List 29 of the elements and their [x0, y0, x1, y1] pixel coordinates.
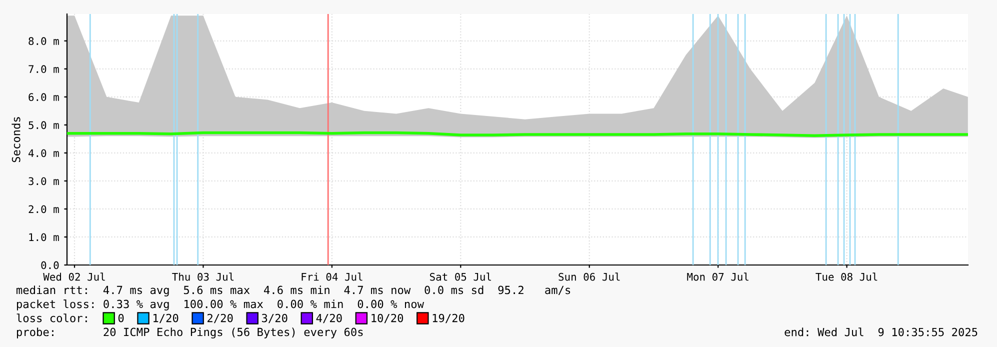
legend-label: 1/20 [154, 314, 178, 324]
x-tick-label: Thu 03 Jul [172, 272, 234, 281]
legend-label: 10/20 [372, 314, 404, 324]
y-tick-label: 3.0 m [28, 177, 59, 186]
legend-label: 19/20 [432, 314, 464, 324]
x-tick-label: Sun 06 Jul [558, 272, 620, 281]
x-tick-label: Fri 04 Jul [302, 272, 362, 281]
text: probe: 20 ICMP Echo Pings (56 Bytes) every 60s [16, 328, 363, 338]
text: packet loss: 0.33 % avg 100.00 % max 0.00 % min 0.00 % now [16, 300, 424, 310]
y-tick-label: 7.0 m [28, 65, 59, 74]
x-tick-label: Mon 07 Jul [687, 272, 748, 281]
y-tick-label: 6.0 m [28, 93, 59, 102]
x-tick-label: Sat 05 Jul [430, 272, 491, 281]
legend-label: 3/20 [262, 314, 288, 324]
x-tick-label: Tue 08 Jul [816, 272, 878, 281]
x-tick-label: Wed 02 Jul [43, 272, 105, 281]
y-tick-label: 5.0 m [28, 121, 59, 130]
y-tick-label: 1.0 m [29, 233, 59, 242]
y-tick-label: 2.0 m [28, 205, 59, 214]
y-tick-label: 8.0 m [28, 37, 59, 46]
legend-label: 2/20 [208, 314, 233, 324]
legend-label: 0 [118, 314, 124, 322]
y-tick-label: 4.0 m [28, 149, 59, 158]
y-axis-title: Seconds [12, 117, 20, 162]
y-tick-label: 0.0 [41, 261, 59, 270]
legend-label: 4/20 [316, 314, 342, 324]
text: end: Wed Jul 9 10:35:55 2025 [784, 328, 978, 336]
text: median rtt: 4.7 ms avg 5.6 ms max 4.6 ms min 4.7 ms now 0.0 ms sd 95.2 am/s [16, 286, 570, 296]
legend-title: loss color: [16, 314, 87, 322]
